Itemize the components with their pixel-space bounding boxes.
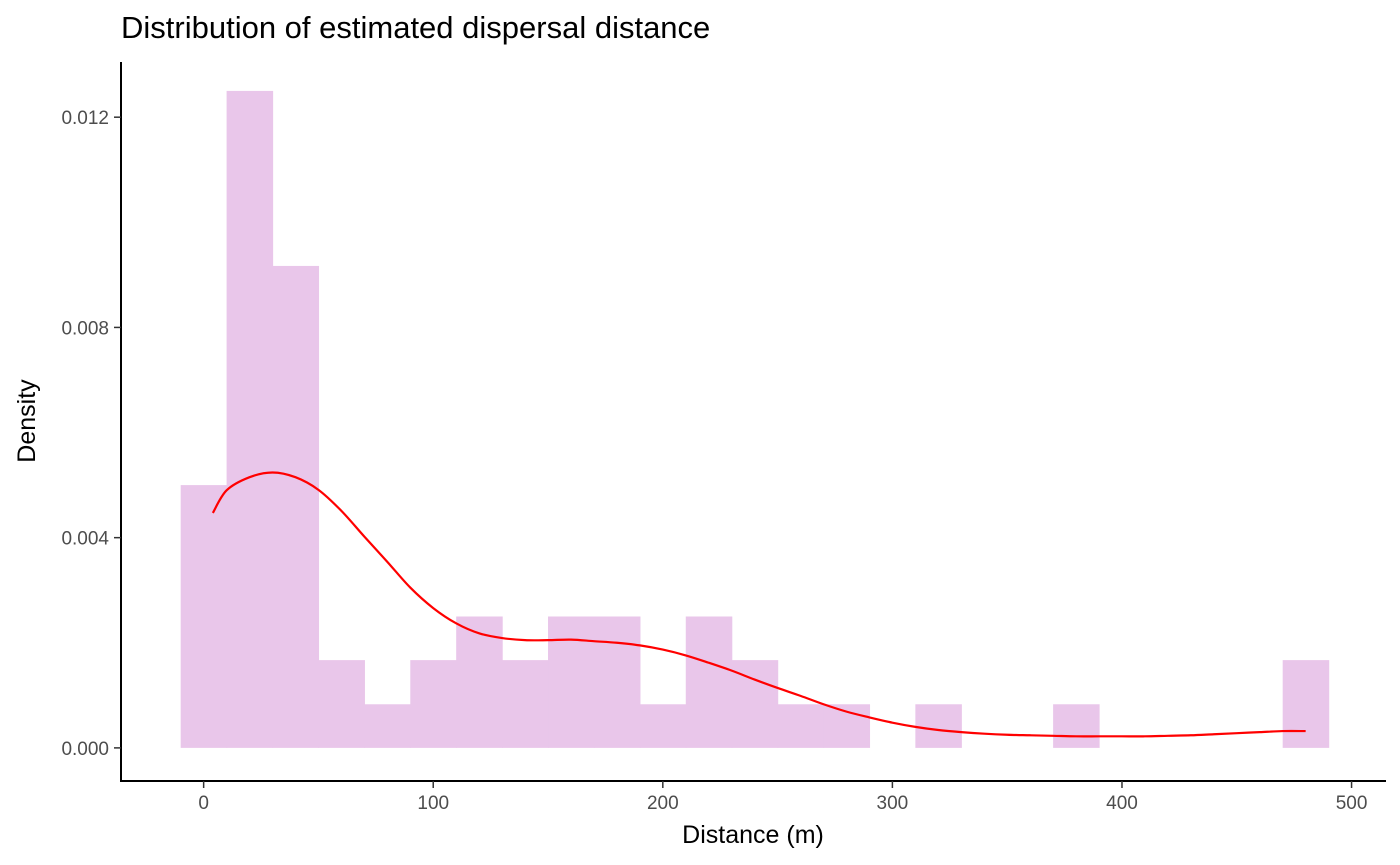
x-tick-label: 100: [417, 793, 449, 814]
histogram-bar: [685, 616, 733, 748]
histogram-bars: [180, 90, 1330, 748]
x-axis-ticks: 0 100 200 300 400 500: [198, 781, 1367, 814]
plot-area: [180, 90, 1330, 748]
histogram-bar: [364, 704, 411, 748]
histogram-bar: [318, 660, 365, 748]
histogram-bar: [593, 616, 641, 748]
histogram-bar: [502, 660, 549, 748]
x-axis-title: Distance (m): [682, 821, 824, 849]
x-tick-label: 300: [877, 793, 909, 814]
histogram-bar: [777, 704, 825, 748]
histogram-bar: [410, 660, 457, 748]
x-tick-label: 500: [1336, 793, 1368, 814]
x-tick-label: 400: [1106, 793, 1138, 814]
histogram-bar: [1053, 704, 1100, 748]
histogram-bar: [548, 616, 595, 748]
histogram-bar: [456, 616, 503, 748]
y-tick-label: 0.012: [61, 108, 109, 129]
chart-title: Distribution of estimated dispersal dist…: [121, 10, 710, 45]
y-tick-label: 0.008: [61, 318, 109, 339]
y-axis-title: Density: [13, 379, 41, 463]
histogram-bar: [180, 485, 228, 748]
histogram-bar: [272, 265, 320, 748]
histogram-bar: [1282, 660, 1330, 748]
histogram-bar: [226, 90, 274, 748]
y-tick-label: 0.000: [61, 739, 109, 760]
x-tick-label: 200: [647, 793, 679, 814]
y-tick-label: 0.004: [61, 529, 109, 550]
x-tick-label: 0: [198, 793, 209, 814]
y-axis-ticks: 0.000 0.004 0.008 0.012: [61, 108, 121, 760]
density-curve: [211, 471, 1306, 738]
histogram-bar: [915, 704, 962, 748]
histogram-bar: [639, 704, 687, 748]
